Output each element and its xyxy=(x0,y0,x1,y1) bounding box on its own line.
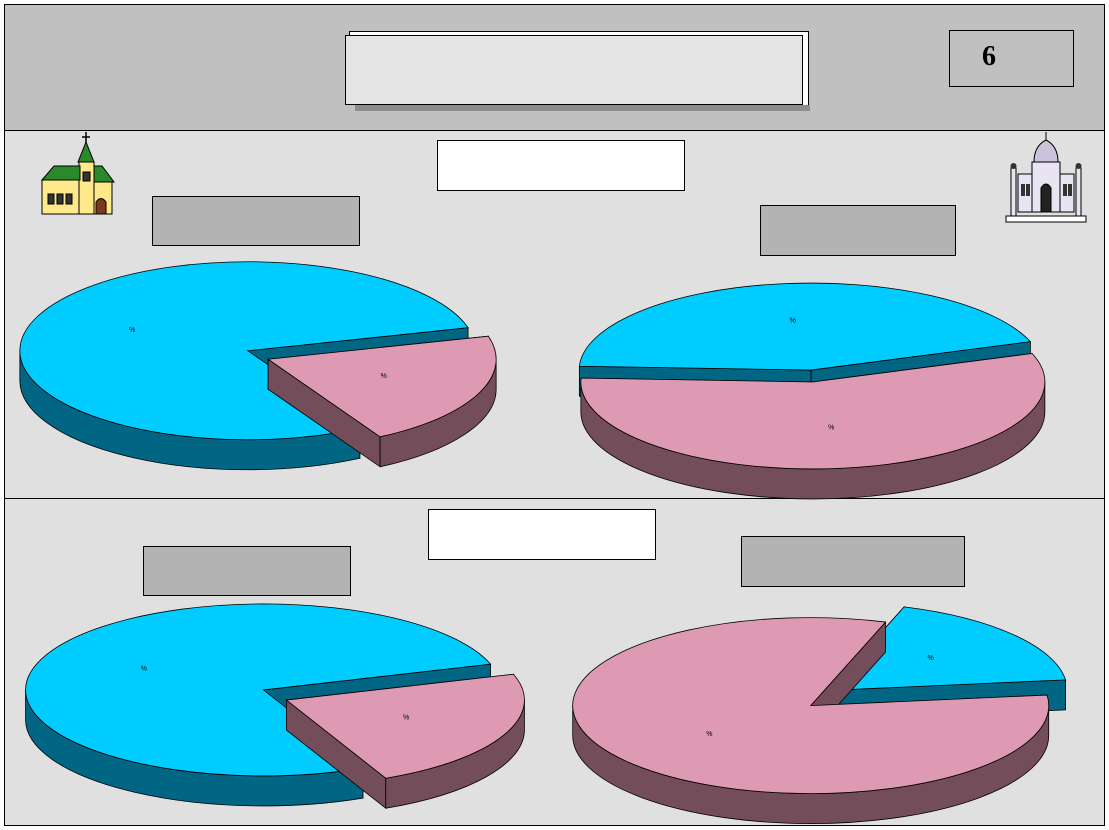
pie-slice-top xyxy=(267,335,497,438)
pie-slice-series-b: % xyxy=(285,673,525,810)
chart-title-box-top-right xyxy=(760,205,956,256)
pie-data-label: % xyxy=(706,731,712,738)
church-icon xyxy=(40,132,115,215)
pie-slice-top xyxy=(828,606,1067,691)
pie-slice-top xyxy=(285,673,525,779)
pie-slice-top xyxy=(578,282,1032,371)
pie-slice-series-b: % xyxy=(267,335,497,468)
pie-data-label: % xyxy=(403,714,409,721)
pie-chart-bottom-left: %% xyxy=(25,603,525,810)
pie-slice-top xyxy=(19,261,469,441)
bottom-section-title-box xyxy=(428,509,656,560)
top-section-title-box xyxy=(437,140,685,191)
pie-data-label: % xyxy=(790,318,796,325)
pie-slice-series-b: % xyxy=(572,617,1050,824)
chart-title-box-top-left xyxy=(152,196,360,246)
pie-chart-top-left: %% xyxy=(19,261,497,471)
pie-data-label: % xyxy=(381,373,387,380)
mosque-icon xyxy=(1005,132,1087,223)
pie-chart-bottom-right: %% xyxy=(572,605,1067,824)
pie-data-label: % xyxy=(928,655,934,662)
slide-title-box xyxy=(345,35,803,105)
title-box-shadow xyxy=(355,105,810,111)
title-box-bevel-top xyxy=(349,31,809,36)
pie-chart-top-right: %% xyxy=(578,282,1046,499)
pie-data-label: % xyxy=(141,666,147,673)
chart-title-box-bottom-left xyxy=(143,546,351,596)
page-number-badge: 6 xyxy=(949,30,1074,87)
pie-slice-top xyxy=(25,603,492,777)
pie-slice-series-b: % xyxy=(580,353,1046,499)
pie-data-label: % xyxy=(828,424,834,431)
pie-slice-top xyxy=(580,353,1046,470)
chart-title-box-bottom-right xyxy=(741,536,965,587)
title-box-bevel-side xyxy=(802,31,809,105)
pie-data-label: % xyxy=(129,327,135,334)
page-number: 6 xyxy=(982,41,996,72)
pie-slice-top xyxy=(572,617,1050,794)
